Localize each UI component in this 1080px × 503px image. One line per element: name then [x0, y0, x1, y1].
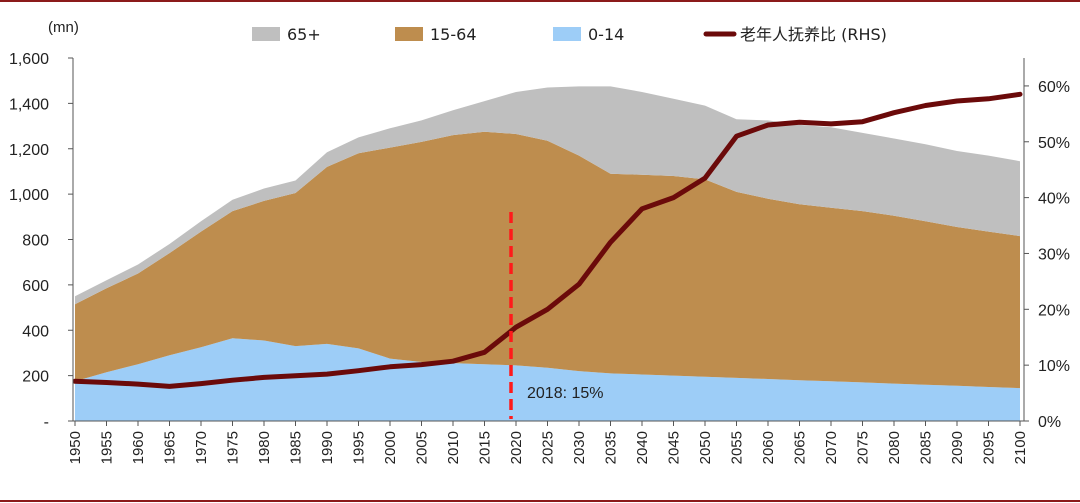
x-axis-tick-label: 1950	[67, 431, 84, 464]
x-axis-tick-label: 2035	[603, 431, 620, 464]
area-65plus	[75, 86, 1020, 305]
x-axis-tick-label: 1995	[351, 431, 368, 464]
left-axis-tick-label: 1,000	[9, 187, 49, 204]
left-axis-tick-label: 1,400	[9, 96, 49, 113]
x-axis-tick-label: 2100	[1012, 431, 1029, 464]
x-axis-tick-label: 2070	[823, 431, 840, 464]
legend-swatch-65plus	[252, 27, 280, 41]
x-axis-tick-label: 2040	[634, 431, 651, 464]
x-axis-tick-label: 2095	[981, 431, 998, 464]
x-axis-tick-label: 2025	[540, 431, 557, 464]
x-axis-tick-label: 2015	[477, 431, 494, 464]
left-axis-tick-label: 600	[22, 278, 49, 295]
x-axis-tick-label: 1970	[193, 431, 210, 464]
right-axis-tick-label: 50%	[1038, 135, 1070, 152]
x-axis-tick-label: 2075	[855, 431, 872, 464]
right-axis-tick-label: 30%	[1038, 246, 1070, 263]
x-axis-tick-label: 2045	[666, 431, 683, 464]
x-axis-tick-label: 2080	[886, 431, 903, 464]
left-axis-tick-label: 1,200	[9, 142, 49, 159]
left-axis-tick-label: 200	[22, 369, 49, 386]
legend-swatch-15-64	[395, 27, 423, 41]
legend: 65+ 15-64 0-14 老年人抚养比 (RHS)	[252, 25, 887, 44]
x-axis-tick-label: 1960	[130, 431, 147, 464]
left-axis-tick-label: 1,600	[9, 51, 49, 68]
legend-swatch-0-14	[553, 27, 581, 41]
annotation-2018-label: 2018: 15%	[527, 385, 604, 402]
x-axis-tick-label: 1990	[319, 431, 336, 464]
x-axis-tick-label: 2050	[697, 431, 714, 464]
left-axis-tick-label: 400	[22, 323, 49, 340]
x-axis-tick-label: 2065	[792, 431, 809, 464]
x-axis-tick-label: 1965	[162, 431, 179, 464]
right-axis-tick-label: 20%	[1038, 302, 1070, 319]
area-15-64	[75, 131, 1020, 389]
unit-label: (mn)	[48, 19, 79, 36]
x-axis-tick-label: 2030	[571, 431, 588, 464]
x-axis-tick-label: 1980	[256, 431, 273, 464]
x-axis-tick-label: 2010	[445, 431, 462, 464]
left-axis-tick-label: -	[44, 414, 49, 431]
x-axis-tick-label: 1955	[99, 431, 116, 464]
left-axis-tick-label: 800	[22, 233, 49, 250]
x-axis-tick-label: 2020	[508, 431, 525, 464]
dependency-ratio-line	[72, 91, 1023, 389]
x-axis-tick-label: 1975	[225, 431, 242, 464]
area-0-14	[75, 338, 1020, 421]
x-axis-tick-label: 2060	[760, 431, 777, 464]
x-axis-tick-label: 2090	[949, 431, 966, 464]
x-axis-tick-label: 2000	[382, 431, 399, 464]
legend-label-15-64: 15-64	[430, 25, 477, 44]
legend-label-dependency-ratio: 老年人抚养比 (RHS)	[740, 25, 887, 44]
legend-label-0-14: 0-14	[588, 25, 624, 44]
right-axis-tick-label: 40%	[1038, 191, 1070, 208]
right-axis-tick-label: 10%	[1038, 358, 1070, 375]
x-axis-tick-label: 2085	[918, 431, 935, 464]
right-axis-tick-label: 0%	[1038, 414, 1061, 431]
x-axis-tick-label: 2055	[729, 431, 746, 464]
legend-label-65plus: 65+	[287, 25, 321, 44]
x-axis-tick-label: 1985	[288, 431, 305, 464]
right-axis-tick-label: 60%	[1038, 79, 1070, 96]
x-axis-tick-label: 2005	[414, 431, 431, 464]
